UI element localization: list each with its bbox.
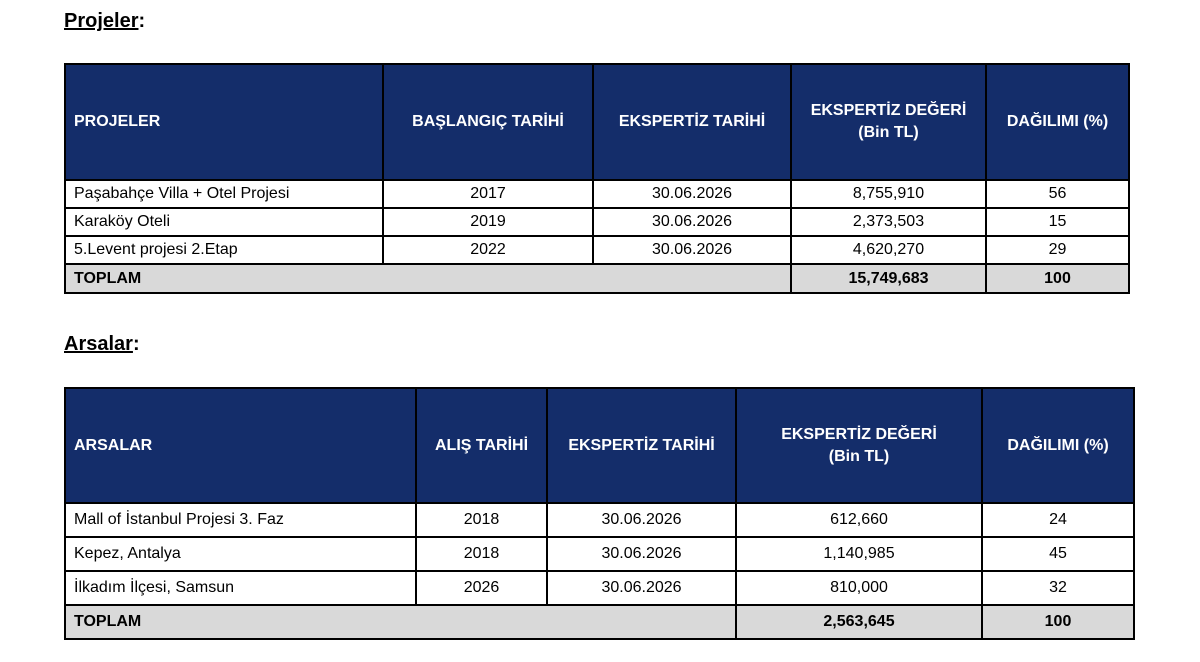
cell-start-date: 2019 [382, 207, 594, 237]
section-title-colon: : [138, 10, 146, 32]
cell-appraisal-date: 30.06.2026 [592, 179, 792, 209]
header-appraisal-value-label: EKSPERTİZ DEĞERİ [781, 425, 937, 443]
header-projects-name: PROJELER [64, 63, 384, 181]
header-lands-name: ARSALAR [64, 387, 417, 504]
cell-appraisal-value: 612,660 [735, 502, 983, 538]
table-row: 5.Levent projesi 2.Etap 2022 30.06.2026 … [64, 235, 1130, 265]
cell-share: 32 [981, 570, 1135, 606]
cell-name: Paşabahçe Villa + Otel Projesi [64, 179, 384, 209]
total-appraisal-value: 2,563,645 [735, 604, 983, 640]
cell-purchase-date: 2018 [415, 536, 548, 572]
total-share: 100 [981, 604, 1135, 640]
header-share: DAĞILIMI (%) [985, 63, 1130, 181]
lands-table: ARSALAR ALIŞ TARİHİ EKSPERTİZ TARİHİ EKS… [64, 387, 1135, 640]
cell-appraisal-date: 30.06.2026 [546, 536, 737, 572]
cell-name: 5.Levent projesi 2.Etap [64, 235, 384, 265]
header-appraisal-value-unit: (Bin TL) [828, 447, 890, 465]
section-title-text: Arsalar [64, 333, 133, 355]
table-header-row: ARSALAR ALIŞ TARİHİ EKSPERTİZ TARİHİ EKS… [64, 387, 1135, 504]
cell-start-date: 2022 [382, 235, 594, 265]
table-row: İlkadım İlçesi, Samsun 2026 30.06.2026 8… [64, 570, 1135, 606]
cell-share: 24 [981, 502, 1135, 538]
header-appraisal-value-label: EKSPERTİZ DEĞERİ [810, 102, 967, 119]
header-appraisal-date: EKSPERTİZ TARİHİ [546, 387, 737, 504]
total-share: 100 [985, 263, 1130, 294]
cell-appraisal-value: 4,620,270 [790, 235, 987, 265]
cell-share: 45 [981, 536, 1135, 572]
cell-name: Mall of İstanbul Projesi 3. Faz [64, 502, 417, 538]
cell-name: Karaköy Oteli [64, 207, 384, 237]
cell-appraisal-date: 30.06.2026 [592, 235, 792, 265]
header-appraisal-value: EKSPERTİZ DEĞERİ (Bin TL) [790, 63, 987, 181]
cell-appraisal-value: 2,373,503 [790, 207, 987, 237]
section-title-projects: Projeler: [64, 9, 145, 33]
table-row: Karaköy Oteli 2019 30.06.2026 2,373,503 … [64, 207, 1130, 237]
section-title-text: Projeler [64, 10, 139, 32]
total-label: TOPLAM [64, 604, 737, 640]
cell-name: Kepez, Antalya [64, 536, 417, 572]
header-appraisal-date: EKSPERTİZ TARİHİ [592, 63, 792, 181]
cell-appraisal-date: 30.06.2026 [546, 570, 737, 606]
header-appraisal-value-unit: (Bin TL) [858, 124, 919, 141]
table-row: Kepez, Antalya 2018 30.06.2026 1,140,985… [64, 536, 1135, 572]
section-title-lands: Arsalar: [64, 332, 140, 356]
header-appraisal-value: EKSPERTİZ DEĞERİ (Bin TL) [735, 387, 983, 504]
header-share: DAĞILIMI (%) [981, 387, 1135, 504]
cell-appraisal-value: 810,000 [735, 570, 983, 606]
total-appraisal-value: 15,749,683 [790, 263, 987, 294]
total-row: TOPLAM 15,749,683 100 [64, 263, 1130, 294]
table-header-row: PROJELER BAŞLANGIÇ TARİHİ EKSPERTİZ TARİ… [64, 63, 1130, 181]
cell-appraisal-date: 30.06.2026 [546, 502, 737, 538]
cell-purchase-date: 2018 [415, 502, 548, 538]
header-start-date: BAŞLANGIÇ TARİHİ [382, 63, 594, 181]
cell-share: 29 [985, 235, 1130, 265]
cell-name: İlkadım İlçesi, Samsun [64, 570, 417, 606]
section-title-colon: : [132, 333, 140, 355]
cell-appraisal-value: 8,755,910 [790, 179, 987, 209]
total-row: TOPLAM 2,563,645 100 [64, 604, 1135, 640]
total-label: TOPLAM [64, 263, 792, 294]
cell-share: 56 [985, 179, 1130, 209]
header-purchase-date: ALIŞ TARİHİ [415, 387, 548, 504]
cell-appraisal-value: 1,140,985 [735, 536, 983, 572]
cell-share: 15 [985, 207, 1130, 237]
cell-appraisal-date: 30.06.2026 [592, 207, 792, 237]
table-row: Paşabahçe Villa + Otel Projesi 2017 30.0… [64, 179, 1130, 209]
table-row: Mall of İstanbul Projesi 3. Faz 2018 30.… [64, 502, 1135, 538]
cell-start-date: 2017 [382, 179, 594, 209]
projects-table: PROJELER BAŞLANGIÇ TARİHİ EKSPERTİZ TARİ… [64, 63, 1130, 294]
cell-purchase-date: 2026 [415, 570, 548, 606]
